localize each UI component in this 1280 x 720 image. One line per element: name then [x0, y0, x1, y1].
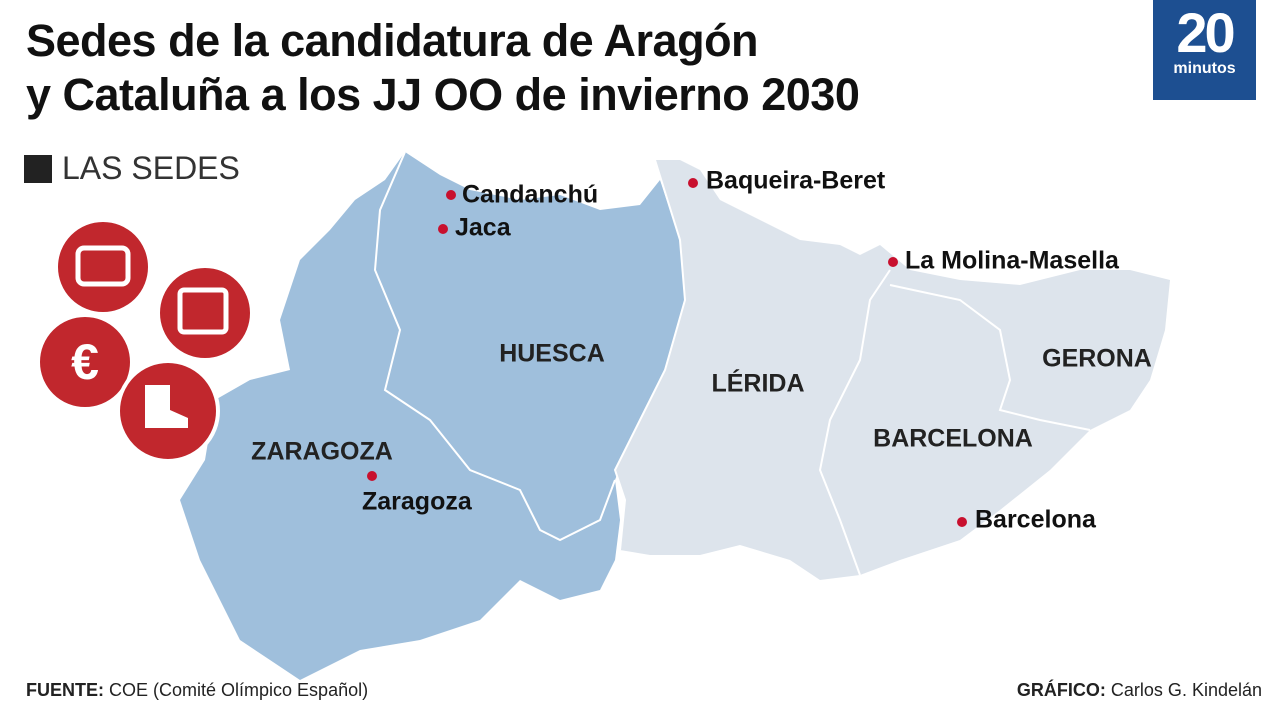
source-text: COE (Comité Olímpico Español) — [109, 680, 369, 700]
venue-label: Candanchú — [462, 181, 598, 209]
venue-label: Zaragoza — [362, 488, 473, 516]
aragon-shape — [180, 152, 685, 680]
section-text: LAS SEDES — [62, 150, 240, 186]
title-line: y Cataluña a los JJ OO de invierno 2030 — [26, 69, 860, 120]
region-label: LÉRIDA — [711, 369, 804, 398]
border-line — [818, 269, 891, 576]
logo-word: minutos — [1173, 60, 1236, 77]
credit: GRÁFICO: Carlos G. Kindelán — [1017, 680, 1262, 701]
venue-label: Baqueira-Beret — [706, 167, 886, 195]
icons: € — [36, 218, 254, 463]
border-line — [889, 284, 1091, 431]
venue-label: Jaca — [455, 214, 512, 242]
logo-number: 20 — [1176, 1, 1235, 64]
border-line — [373, 151, 616, 542]
venue-label: La Molina-Masella — [905, 247, 1120, 275]
source: FUENTE: COE (Comité Olímpico Español) — [26, 680, 368, 701]
credit-text: Carlos G. Kindelán — [1110, 680, 1262, 700]
source-label: FUENTE: — [26, 680, 104, 700]
catalonia-shape — [615, 160, 1170, 580]
region-label: BARCELONA — [873, 425, 1033, 453]
region-label: ZARAGOZA — [251, 438, 393, 466]
border-line — [613, 159, 687, 551]
venue-markers — [367, 178, 967, 527]
title-line: Sedes de la candidatura de Aragón — [26, 15, 759, 66]
title: Sedes de la candidatura de Aragón y Cata… — [26, 14, 860, 122]
venue-label: Barcelona — [975, 506, 1097, 534]
svg-text:€: € — [71, 334, 99, 390]
region-label: GERONA — [1042, 345, 1152, 373]
section-label: LAS SEDES — [24, 150, 240, 187]
logo: 20 minutos — [1153, 0, 1256, 100]
region-label: HUESCA — [499, 340, 605, 368]
credit-label: GRÁFICO: — [1016, 680, 1106, 700]
